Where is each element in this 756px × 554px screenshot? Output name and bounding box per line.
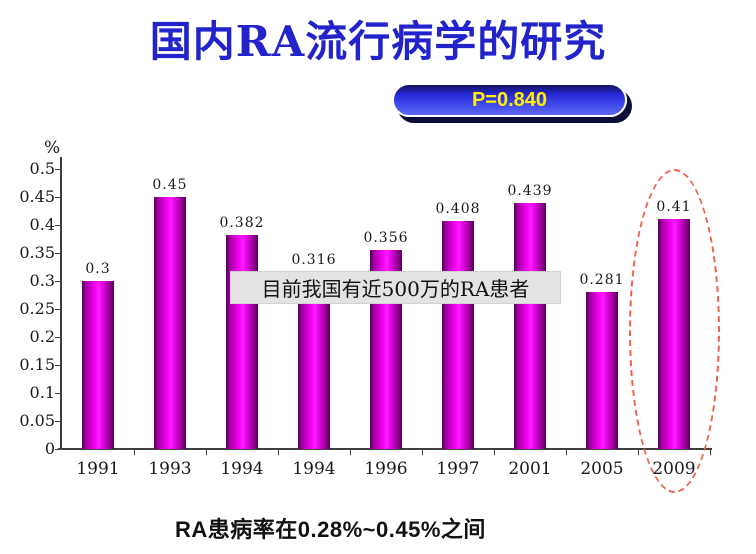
x-axis-line [58,448,712,450]
y-tick [55,420,61,422]
bar [514,203,546,449]
bar-value-label: 0.3 [85,261,111,277]
x-axis-label: 1991 [76,459,120,479]
y-tick [55,224,61,226]
overlay-note: 目前我国有近500万的RA患者 [230,271,561,304]
caption-text: RA患病率在0.28%~0.45%之间 [175,517,486,542]
bar-value-label: 0.382 [219,215,265,231]
y-tick-label: 0 [44,439,55,458]
x-axis-label: 2001 [508,459,552,479]
bar-value-label: 0.316 [291,252,337,268]
bar [226,235,258,449]
y-tick-label: 0.5 [29,159,55,178]
y-tick [55,196,61,198]
x-axis-label: 1994 [220,459,264,479]
bar-value-label: 0.408 [435,201,481,217]
y-tick [55,392,61,394]
x-tick [566,449,567,455]
x-tick [134,449,135,455]
y-tick [55,448,61,450]
y-axis-unit-label: % [44,138,61,158]
y-tick [55,336,61,338]
bar [82,281,114,449]
y-tick-label: 0.05 [19,411,55,430]
y-tick-label: 0.25 [19,299,55,318]
y-tick-label: 0.2 [29,327,55,346]
y-tick [55,252,61,254]
x-tick [638,449,639,455]
bar [154,197,186,449]
y-tick [55,280,61,282]
p-value-label: P=0.840 [471,88,548,111]
y-tick [55,168,61,170]
bar-value-label: 0.356 [363,230,409,246]
bar [442,221,474,449]
x-axis-label: 1993 [148,459,192,479]
x-tick [494,449,495,455]
x-tick [350,449,351,455]
bar [586,292,618,449]
y-tick [55,364,61,366]
bar-value-label: 0.439 [507,183,553,199]
x-axis-label: 1994 [292,459,336,479]
x-axis-label: 1997 [436,459,480,479]
bar-value-label: 0.45 [152,177,188,193]
highlight-ellipse [629,169,720,493]
bar-value-label: 0.281 [579,272,625,288]
y-tick-label: 0.45 [19,187,55,206]
x-tick [422,449,423,455]
x-tick [278,449,279,455]
y-tick-label: 0.1 [29,383,55,402]
y-tick [55,308,61,310]
x-axis-label: 1996 [364,459,408,479]
y-tick-label: 0.35 [19,243,55,262]
y-axis-line [60,157,62,450]
p-value-badge: P=0.840 [392,83,627,117]
y-tick-label: 0.4 [29,215,55,234]
slide-title: 国内RA流行病学的研究 [149,17,607,66]
x-tick [710,449,711,455]
x-tick [206,449,207,455]
y-tick-label: 0.15 [19,355,55,374]
y-tick-label: 0.3 [29,271,55,290]
x-axis-label: 2005 [580,459,624,479]
